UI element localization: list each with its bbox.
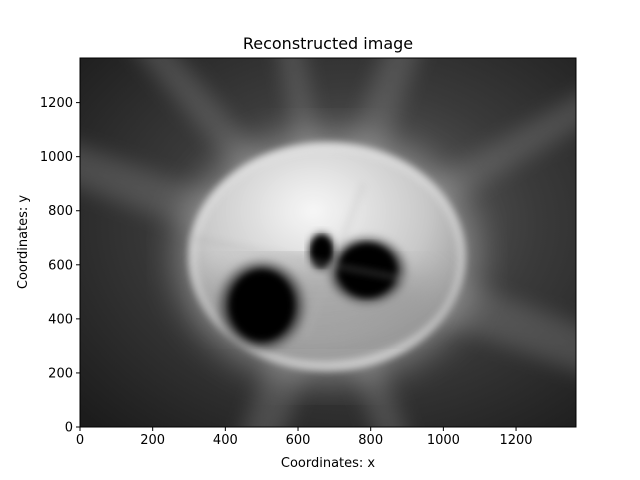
x-tick-label: 200 xyxy=(140,433,165,448)
x-axis-label: Coordinates: x xyxy=(281,456,376,471)
y-tick-label: 1000 xyxy=(40,150,73,165)
y-tick-label: 0 xyxy=(65,421,73,436)
x-tick-label: 1200 xyxy=(499,433,532,448)
ring-rim xyxy=(191,145,464,369)
y-tick-label: 600 xyxy=(48,258,73,273)
x-axis: 0 200 400 600 800 1000 1200 xyxy=(76,427,533,448)
inner-line xyxy=(188,236,444,288)
y-tick-label: 800 xyxy=(48,204,73,219)
x-tick-label: 0 xyxy=(76,433,84,448)
x-tick-label: 600 xyxy=(286,433,311,448)
inner-lines xyxy=(188,183,444,339)
x-tick-label: 400 xyxy=(213,433,238,448)
y-tick-label: 400 xyxy=(48,312,73,327)
dark-blob-core xyxy=(231,270,292,340)
inner-line xyxy=(303,183,365,339)
dark-blob-core xyxy=(339,244,395,297)
y-axis-label: Coordinates: y xyxy=(16,195,31,290)
dark-blob-core xyxy=(312,236,332,267)
x-tick-label: 1000 xyxy=(427,433,460,448)
x-tick-label: 800 xyxy=(358,433,383,448)
y-tick-label: 1200 xyxy=(40,96,73,111)
chart-title: Reconstructed image xyxy=(243,34,413,53)
y-tick-label: 200 xyxy=(48,366,73,381)
y-axis: 0 200 400 600 800 1000 1200 xyxy=(40,96,80,436)
plot-frame xyxy=(79,57,577,428)
